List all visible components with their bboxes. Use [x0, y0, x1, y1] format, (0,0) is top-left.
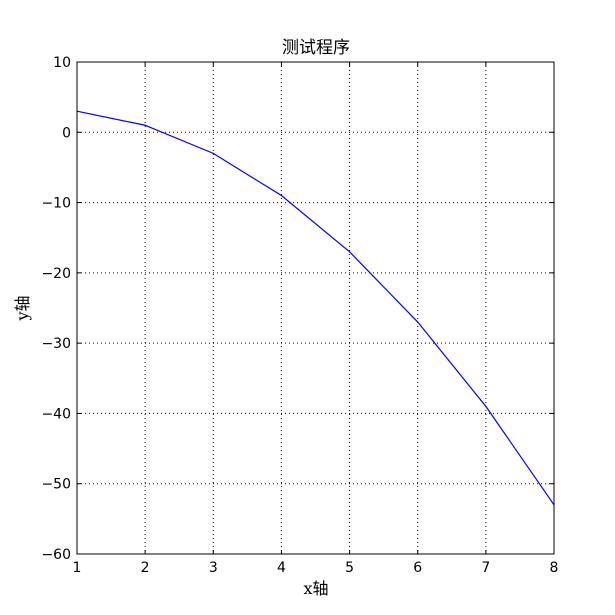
- grid-lines: [77, 62, 554, 554]
- x-tick-label: 2: [141, 560, 150, 576]
- y-tick-label: 0: [62, 125, 71, 141]
- x-tick-label: 6: [413, 560, 422, 576]
- y-axis-label: y轴: [13, 295, 32, 321]
- y-tick-label: −30: [41, 336, 71, 352]
- y-tick-label: −10: [41, 196, 71, 212]
- y-tick-label: −40: [41, 406, 71, 422]
- x-tick-label: 7: [481, 560, 490, 576]
- x-tick-label: 3: [209, 560, 218, 576]
- series-layer: [76, 110, 555, 506]
- y-tick-label: −20: [41, 266, 71, 282]
- y-tick-label: −60: [41, 547, 71, 563]
- x-tick-label: 8: [550, 560, 559, 576]
- plot-frame: [76, 61, 555, 555]
- x-tick-label: 5: [345, 560, 354, 576]
- y-tick-label: 10: [53, 55, 71, 71]
- x-tick-label: 4: [277, 560, 286, 576]
- tick-labels: 1 2 3 4 5 6 7 8 10 0 −10 −20 −30 −40 −50 −60: [41, 55, 558, 576]
- chart-title: 测试程序: [282, 38, 350, 58]
- axis-ticks: [76, 61, 555, 555]
- x-tick-label: 1: [73, 560, 82, 576]
- x-axis-label: x轴: [303, 579, 328, 598]
- series-line: [76, 110, 555, 506]
- y-tick-label: −50: [41, 477, 71, 493]
